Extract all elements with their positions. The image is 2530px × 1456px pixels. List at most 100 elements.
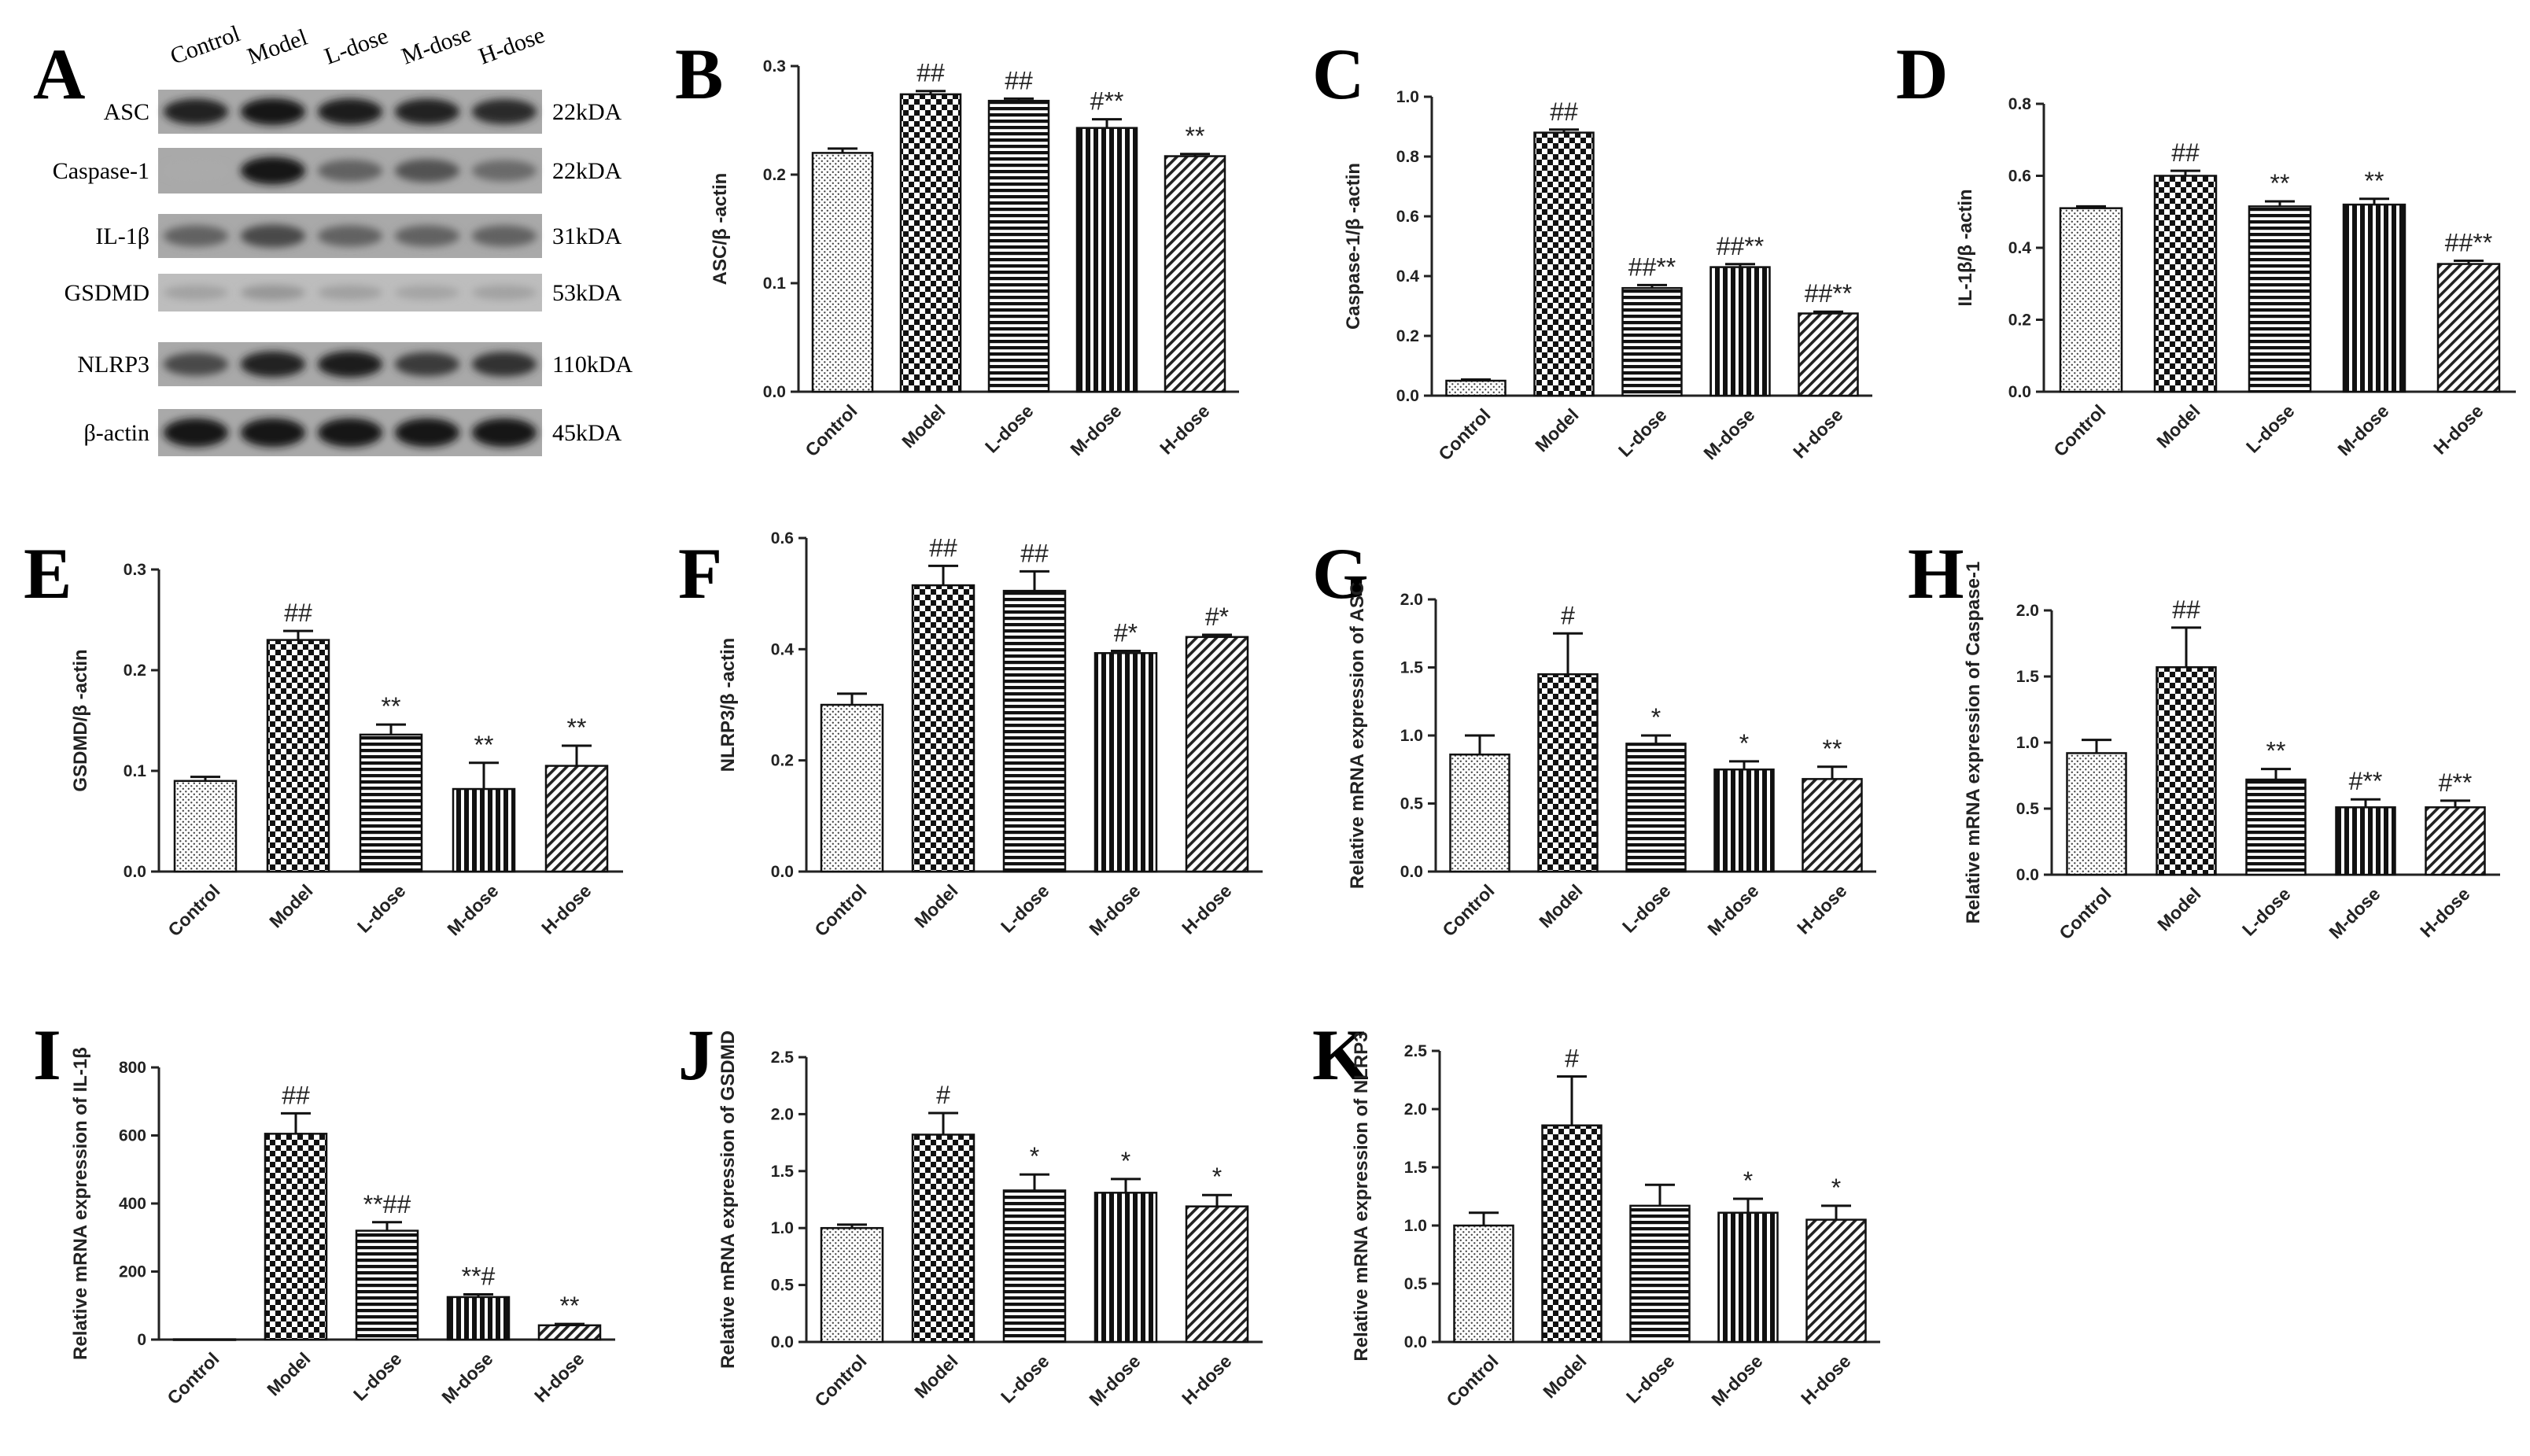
x-tick-label-c-m-dose: M-dose [1699, 404, 1758, 463]
y-tick-label-h: 1.5 [2016, 668, 2040, 686]
x-tick-label-d-control: Control [2049, 400, 2109, 460]
bar-d-control [2059, 207, 2123, 393]
band-asc-h-dose [471, 98, 537, 125]
band-actin-m-dose [394, 418, 460, 448]
x-tick-label-i-control: Control [163, 1348, 223, 1408]
x-tick-label-f-model: Model [910, 880, 961, 931]
bar-k-model [1541, 1124, 1602, 1344]
lane-label-l-dose: L-dose [321, 23, 392, 70]
y-tick-label-k: 1.0 [1404, 1217, 1427, 1235]
x-tick-label-f-h-dose: H-dose [1178, 880, 1236, 938]
y-tick-label-j: 2.5 [771, 1049, 795, 1067]
x-tick-label-h-h-dose: H-dose [2416, 883, 2474, 942]
significance-f-l-dose: ## [1020, 539, 1049, 567]
size-label-nlrp3: 110kDA [552, 352, 633, 378]
blot-strip-border [157, 407, 544, 458]
x-tick-label-k-m-dose: M-dose [1707, 1351, 1766, 1410]
y-tick-label-b: 0.3 [763, 57, 786, 76]
y-axis-label-f: NLRP3/β -actin [717, 638, 739, 772]
significance-g-h-dose: ** [1823, 735, 1842, 763]
band-actin-control [163, 418, 229, 448]
significance-b-m-dose: #** [1090, 87, 1124, 116]
y-tick-label-i: 600 [119, 1127, 146, 1145]
blot-strip-border [157, 272, 544, 313]
bar-c-m-dose [1709, 266, 1771, 397]
bar-f-h-dose [1185, 636, 1249, 873]
chart-b: 0.0 0.1 0.2 0.3 ASC/β -actin Control ## Model ##… [710, 57, 1239, 460]
y-axis-label-b: ASC/β -actin [710, 173, 731, 286]
x-tick-label-e-m-dose: M-dose [443, 880, 502, 939]
y-tick-label-f: 0.2 [771, 752, 794, 770]
blot-row-actin: β-actin 45kDA [83, 407, 622, 458]
bar-f-model [911, 584, 975, 873]
bar-h-m-dose [2335, 806, 2396, 876]
y-axis-label-d: IL-1β/β -actin [1955, 189, 1976, 306]
bar-i-h-dose [537, 1324, 602, 1341]
band-caspase-1-m-dose [394, 159, 460, 182]
lane-label-h-dose: H-dose [475, 22, 548, 70]
y-tick-label-c: 0.0 [1396, 387, 1419, 405]
bar-b-h-dose [1164, 155, 1226, 393]
x-tick-label-g-h-dose: H-dose [1793, 880, 1851, 938]
bar-c-model [1533, 131, 1595, 397]
significance-j-l-dose: * [1030, 1142, 1039, 1170]
significance-d-l-dose: ** [2270, 169, 2290, 197]
bar-g-m-dose [1713, 769, 1775, 873]
y-tick-label-d: 0.8 [2008, 95, 2032, 113]
y-tick-label-d: 0.6 [2008, 168, 2031, 186]
y-tick-label-b: 0.1 [763, 275, 787, 293]
x-tick-label-c-control: Control [1434, 404, 1494, 464]
protein-label-actin: β-actin [83, 420, 149, 446]
band-asc-m-dose [394, 98, 460, 125]
blot-strip-border [157, 212, 544, 260]
y-axis-label-i: Relative mRNA expression of IL-1β [70, 1047, 91, 1360]
x-tick-label-h-control: Control [2055, 883, 2115, 943]
band-il-1-m-dose [394, 225, 460, 247]
chart-j: 0.0 0.5 1.0 1.5 2.0 2.5 Relative mRNA expressi… [717, 1030, 1263, 1410]
bar-d-h-dose [2436, 263, 2501, 393]
x-tick-label-k-l-dose: L-dose [1622, 1351, 1679, 1407]
y-tick-label-k: 0.0 [1404, 1333, 1427, 1351]
significance-b-l-dose: ## [1005, 66, 1033, 94]
significance-j-m-dose: * [1121, 1147, 1130, 1175]
significance-c-h-dose: ##** [1805, 279, 1853, 308]
bar-h-control [2066, 752, 2127, 876]
y-axis-label-g: Relative mRNA expression of ASC [1347, 582, 1368, 889]
band-asc-l-dose [317, 98, 383, 125]
y-tick-label-h: 0.5 [2016, 800, 2040, 818]
significance-b-model: ## [916, 59, 945, 87]
y-tick-label-e: 0.3 [124, 561, 146, 579]
x-tick-label-b-l-dose: L-dose [981, 400, 1038, 457]
band-asc-control [163, 98, 229, 125]
bar-b-model [899, 93, 962, 393]
bar-e-model [266, 639, 330, 873]
band-nlrp3-model [240, 351, 306, 378]
band-il-1-l-dose [317, 225, 383, 247]
x-tick-label-j-h-dose: H-dose [1178, 1351, 1236, 1409]
protein-label-asc: ASC [104, 99, 149, 125]
panel-label-g: G [1312, 533, 1369, 614]
y-tick-label-j: 2.0 [771, 1105, 794, 1123]
lane-label-control: Control [167, 20, 243, 69]
bar-k-m-dose [1717, 1211, 1779, 1344]
bar-d-l-dose [2248, 205, 2312, 393]
chart-c: 0.0 0.2 0.4 0.6 0.8 1.0 Caspase-1/β -actin Cont… [1343, 88, 1872, 464]
y-tick-label-g: 1.5 [1400, 659, 1424, 677]
bar-j-l-dose [1002, 1189, 1067, 1344]
band-gsdmd-m-dose [394, 285, 460, 300]
y-axis-label-c: Caspase-1/β -actin [1343, 163, 1364, 330]
x-tick-label-i-model: Model [263, 1348, 314, 1399]
x-tick-label-b-model: Model [898, 400, 949, 452]
bar-j-h-dose [1185, 1205, 1249, 1344]
blot-row-il-1: IL-1β 31kDA [95, 212, 622, 260]
x-tick-label-j-l-dose: L-dose [997, 1351, 1053, 1407]
x-tick-label-b-control: Control [801, 400, 861, 460]
blot-row-gsdmd: GSDMD 53kDA [65, 272, 622, 313]
y-tick-label-h: 1.0 [2016, 734, 2039, 752]
y-tick-label-f: 0.6 [771, 529, 794, 547]
y-tick-label-c: 0.8 [1396, 148, 1420, 166]
bar-i-m-dose [446, 1296, 511, 1341]
blot-row-asc: ASC 22kDA [104, 88, 622, 135]
significance-f-m-dose: #* [1114, 618, 1138, 647]
